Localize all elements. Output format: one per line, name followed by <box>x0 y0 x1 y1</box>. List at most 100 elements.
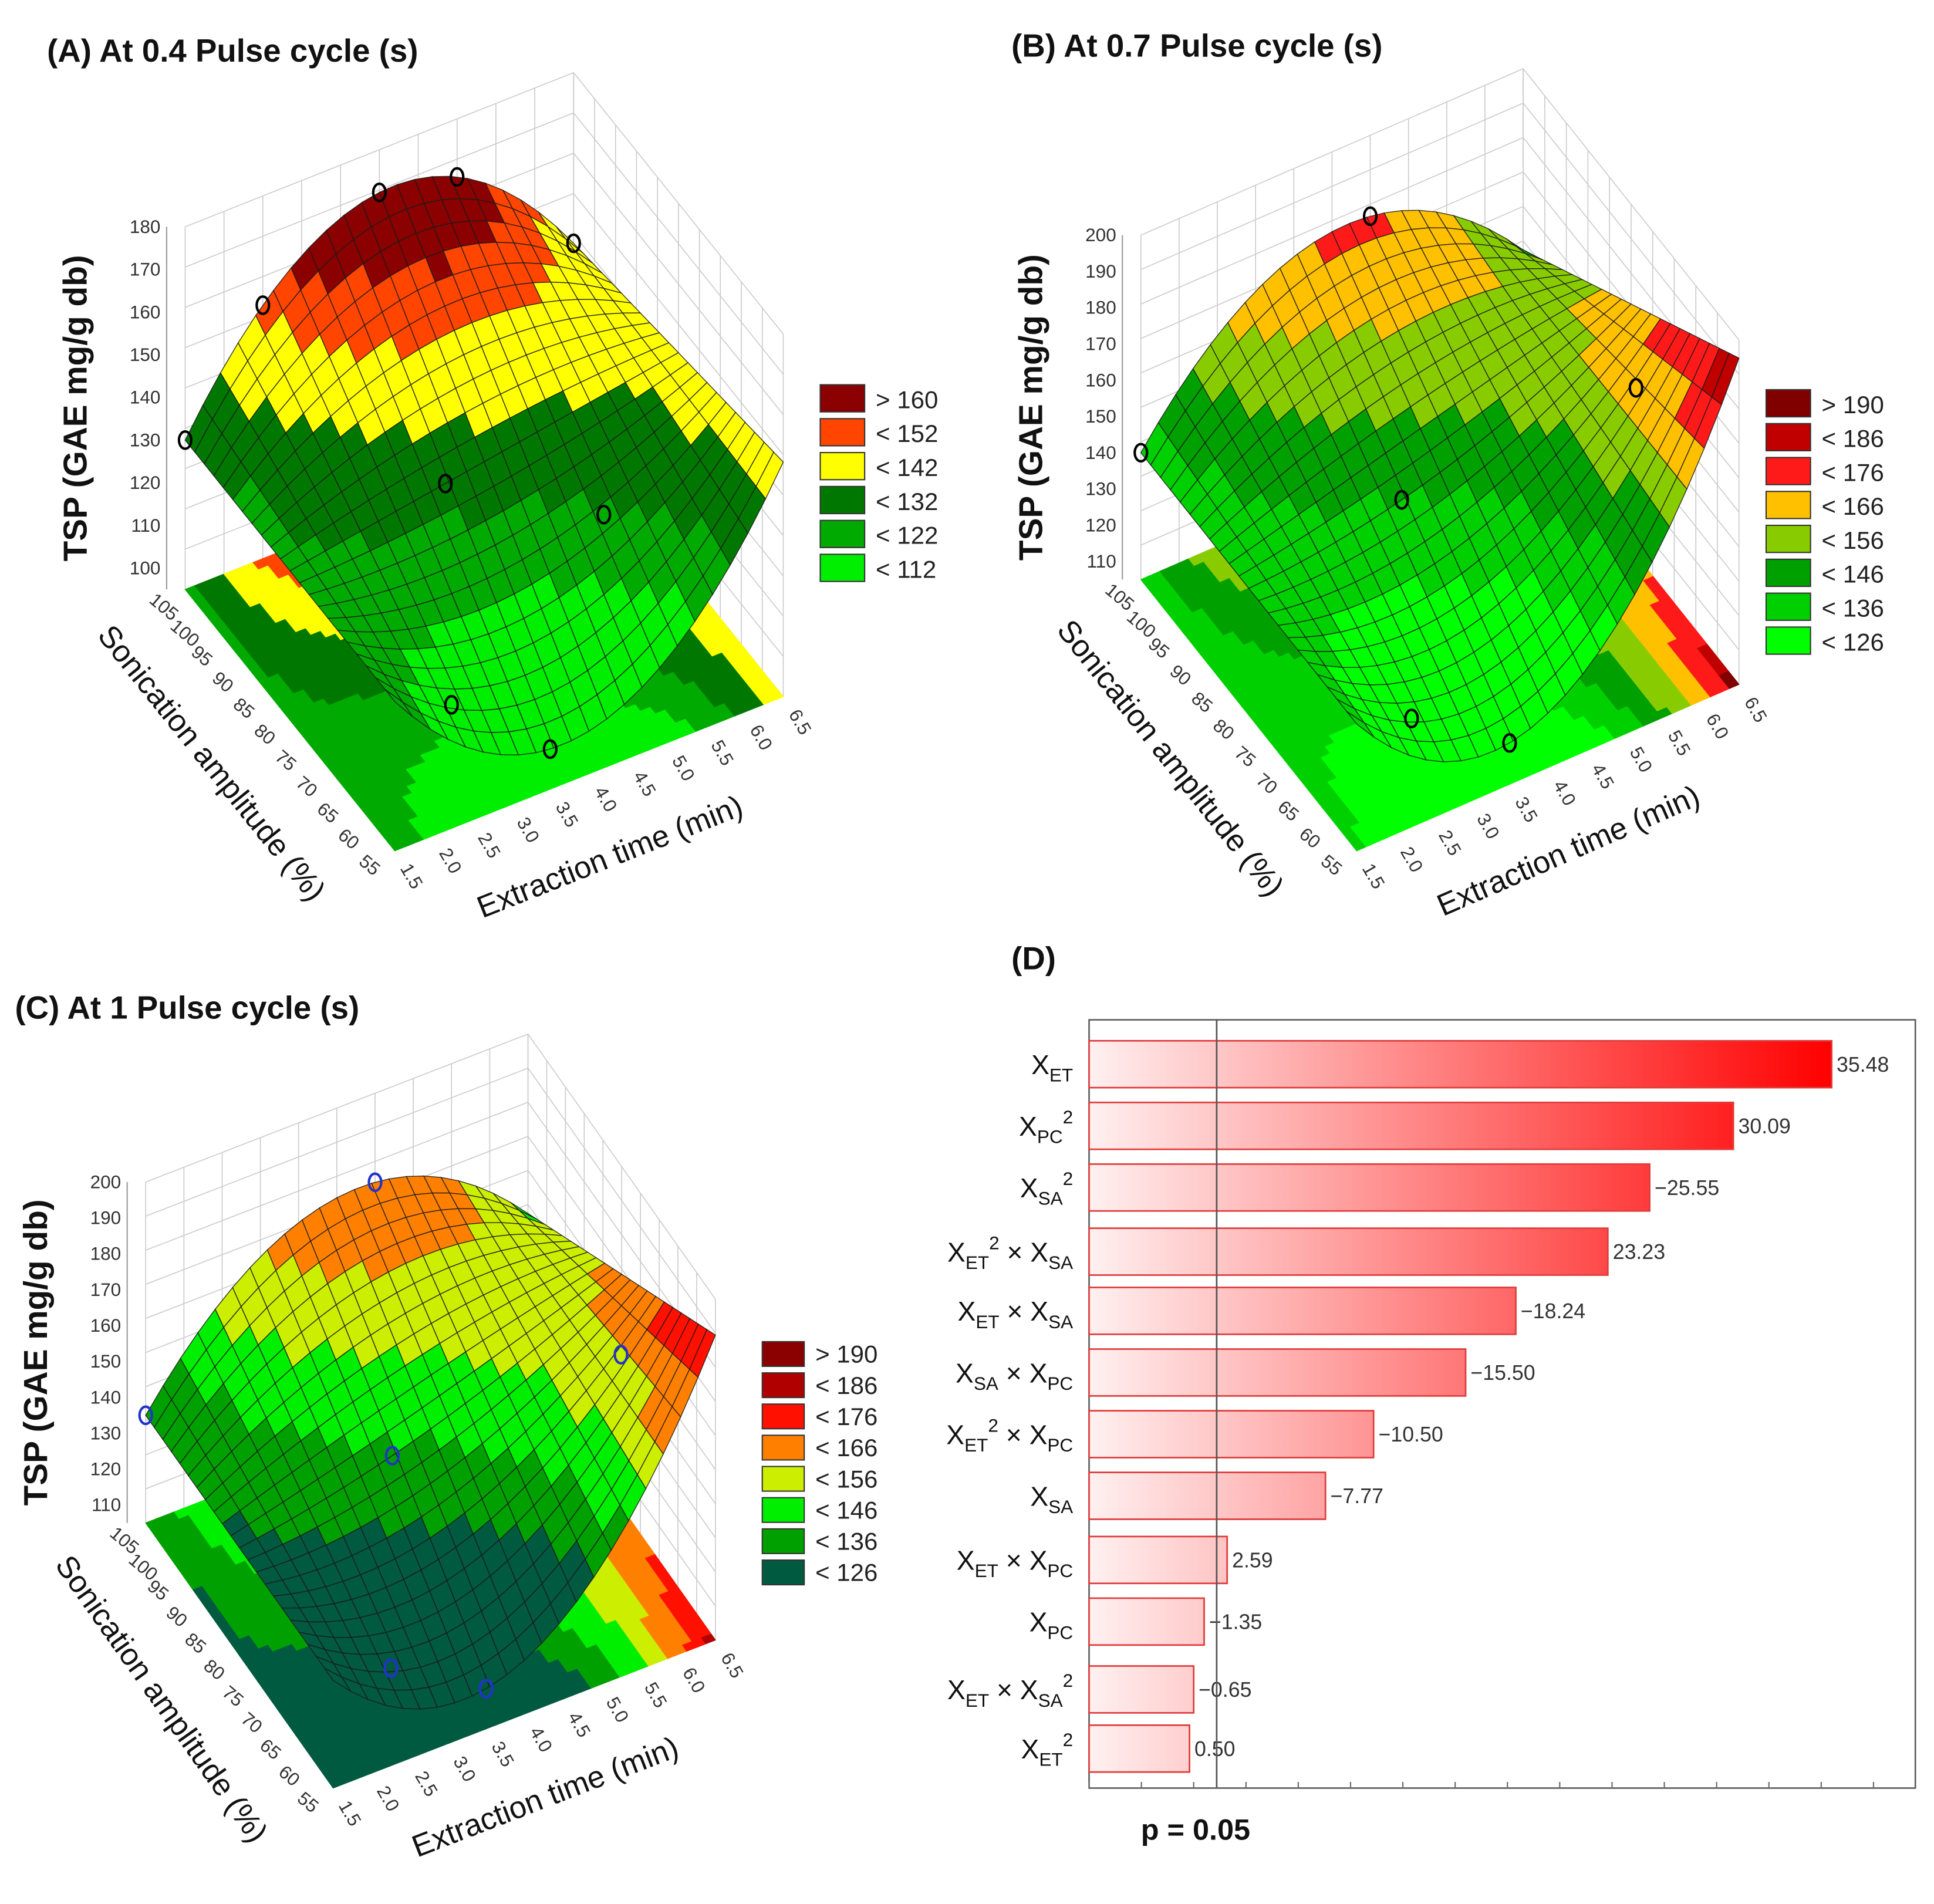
panel-a-title: (A) At 0.4 Pulse cycle (s) <box>47 33 418 69</box>
x-tick-label: 3.0 <box>1473 810 1504 843</box>
x-tick-label: 3.5 <box>552 798 583 831</box>
color-legend: > 190< 186< 176< 166< 156< 146< 136< 126 <box>1765 389 1884 656</box>
x-tick-label: 4.0 <box>590 782 622 815</box>
legend-label: < 176 <box>1822 458 1884 486</box>
legend-label: < 126 <box>1822 628 1884 656</box>
legend-swatch <box>819 384 866 413</box>
y-tick-label: 55 <box>355 850 384 880</box>
x-tick-label: 5.5 <box>707 737 738 769</box>
legend-swatch <box>819 519 866 548</box>
legend-label: < 166 <box>1822 492 1884 520</box>
design-point-marker <box>444 695 459 715</box>
z-tick-label: 160 <box>130 301 161 322</box>
x-tick-label: 2.5 <box>1435 826 1466 859</box>
design-point-marker <box>566 233 581 254</box>
y-tick-label: 85 <box>1187 687 1217 717</box>
y-tick-label: 70 <box>292 772 322 801</box>
y-tick-label: 65 <box>1274 796 1303 825</box>
legend-swatch <box>1765 491 1811 519</box>
y-tick-label: 60 <box>1295 823 1325 852</box>
z-tick-label: 140 <box>130 387 161 408</box>
legend-label: < 156 <box>1822 526 1884 554</box>
z-tick-label: 110 <box>131 515 160 536</box>
legend-swatch <box>1765 558 1811 588</box>
y-tick-label: 80 <box>1209 714 1238 744</box>
y-tick-label: 85 <box>229 693 259 723</box>
legend-swatch <box>1765 457 1811 485</box>
z-axis-title: TSP (GAE mg/g db) <box>57 255 94 561</box>
legend-label: < 136 <box>1822 595 1884 622</box>
y-tick-label: 90 <box>1166 660 1196 690</box>
legend-label: > 160 <box>876 386 938 413</box>
z-tick-label: 170 <box>1085 333 1116 354</box>
x-tick-label: 6.0 <box>1702 710 1733 742</box>
surface-cell <box>384 689 413 717</box>
x-tick-label: 3.0 <box>513 813 544 846</box>
x-tick-label: 2.0 <box>1396 843 1427 876</box>
y-tick-label: 65 <box>313 798 343 827</box>
x-tick-label: 6.5 <box>1740 693 1771 726</box>
y-tick-label: 80 <box>251 720 280 749</box>
y-tick-label: 75 <box>271 745 301 775</box>
panel-b-title: (B) At 0.7 Pulse cycle (s) <box>1011 28 1382 64</box>
x-tick-label: 4.5 <box>1588 759 1619 792</box>
x-tick-label: 5.5 <box>1664 727 1695 759</box>
z-tick-label: 180 <box>130 216 161 237</box>
z-tick-label: 120 <box>130 472 161 493</box>
y-tick-label: 75 <box>1231 742 1260 771</box>
design-point-marker <box>177 430 193 450</box>
color-legend: > 160 < 152 < 142 < 132 < 122 < 112 <box>819 384 938 583</box>
y-tick-label: 90 <box>208 667 238 697</box>
x-tick-label: 3.5 <box>1511 793 1542 826</box>
design-point-marker <box>596 504 612 525</box>
response-surface <box>184 175 784 756</box>
legend-swatch <box>1765 626 1811 655</box>
design-point-marker <box>438 474 453 494</box>
design-point-marker <box>372 182 387 202</box>
y-tick-label: 60 <box>334 824 363 853</box>
x-tick-label: 6.5 <box>785 705 816 738</box>
x-tick-label: 4.5 <box>629 767 660 800</box>
legend-label: < 122 <box>876 522 938 549</box>
x-tick-label: 5.0 <box>1626 743 1657 776</box>
z-tick-label: 150 <box>130 344 161 365</box>
legend-swatch <box>1765 423 1811 451</box>
z-tick-label: 180 <box>1085 297 1116 318</box>
x-tick-label: 1.5 <box>1358 860 1389 893</box>
legend-swatch <box>819 485 866 515</box>
y-tick-label: 55 <box>1317 850 1346 880</box>
legend-swatch <box>819 418 866 447</box>
legend-label: < 152 <box>876 420 938 447</box>
panel-c-title: (C) At 1 Pulse cycle (s) <box>15 990 360 1025</box>
panel-b-surface-plot: (B) At 0.7 Pulse cycle (s) 1.52.0 2.53.03… <box>1011 28 1884 923</box>
legend-label: < 112 <box>876 555 936 583</box>
x-tick-label: 1.5 <box>396 860 427 893</box>
z-tick-label: 170 <box>130 259 161 280</box>
z-tick-label: 120 <box>1085 514 1116 535</box>
z-tick-label: 190 <box>1085 261 1116 282</box>
z-tick-label: 140 <box>1085 442 1116 463</box>
legend-label: < 142 <box>876 454 938 481</box>
design-points <box>177 167 612 759</box>
panel-a-surface-plot: (A) At 0.4 Pulse cycle (s) 1.5 2.0 2.5 3.0 3… <box>47 33 938 925</box>
design-point-marker <box>450 167 465 187</box>
x-tick-label: 4.0 <box>1549 777 1580 809</box>
legend-swatch <box>1765 524 1811 553</box>
x-tick-label: 2.0 <box>435 844 466 877</box>
legend-swatch <box>819 553 866 582</box>
legend-label: < 132 <box>876 488 938 515</box>
z-tick-label: 100 <box>130 557 161 578</box>
legend-swatch <box>1765 389 1811 418</box>
z-tick-label: 110 <box>1087 551 1116 572</box>
z-tick-label: 130 <box>130 429 161 450</box>
z-tick-label: 130 <box>1085 478 1116 499</box>
y-tick-label: 70 <box>1253 769 1282 798</box>
legend-swatch <box>819 452 866 481</box>
x-tick-label: 2.5 <box>474 829 505 862</box>
legend-label: < 146 <box>1822 561 1884 588</box>
z-axis-title: TSP (GAE mg/g db) <box>1013 254 1050 561</box>
z-tick-label: 200 <box>1085 224 1116 245</box>
design-point-marker <box>542 739 558 759</box>
design-point-marker <box>255 295 271 315</box>
